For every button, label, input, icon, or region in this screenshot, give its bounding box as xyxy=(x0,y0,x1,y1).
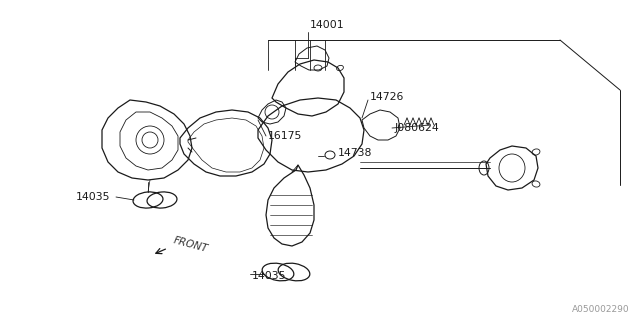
Text: FRONT: FRONT xyxy=(172,236,209,254)
Text: 14001: 14001 xyxy=(310,20,344,30)
Text: 14035: 14035 xyxy=(252,271,287,281)
Text: 16175: 16175 xyxy=(268,131,302,141)
Text: 14738: 14738 xyxy=(338,148,372,158)
Text: 14726: 14726 xyxy=(370,92,404,102)
Text: 14035: 14035 xyxy=(76,192,111,202)
Text: A050002290: A050002290 xyxy=(572,305,630,314)
Text: J080624: J080624 xyxy=(395,123,440,133)
